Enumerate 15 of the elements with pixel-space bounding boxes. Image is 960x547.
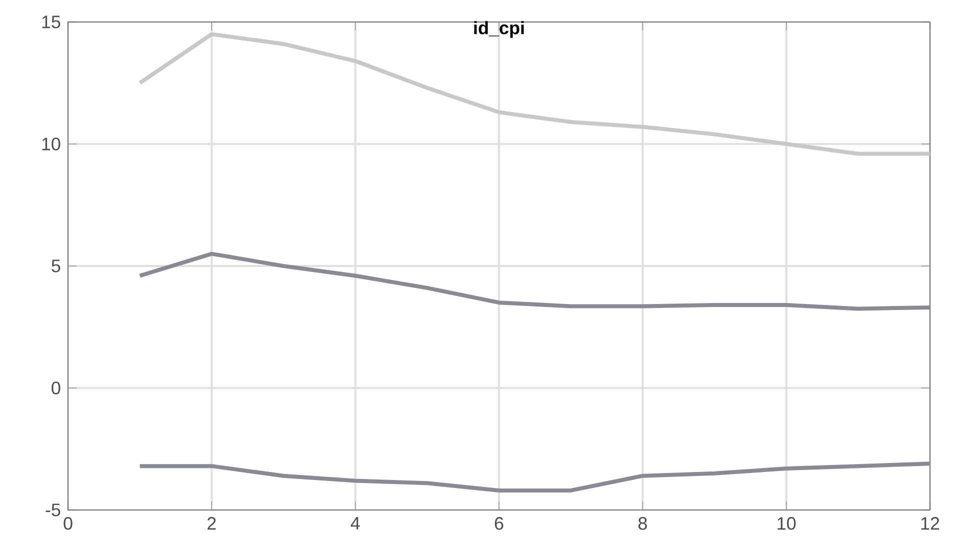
line-series: [138, 462, 930, 492]
y-tick-label: 5: [52, 260, 60, 272]
chart-title: id_cpi: [474, 21, 524, 38]
y-tick-label: 0: [52, 382, 60, 394]
x-tick-label: 6: [494, 517, 504, 530]
x-tick-label: 10: [778, 517, 796, 530]
line-series: [138, 252, 930, 311]
x-tick-label: 8: [638, 517, 647, 530]
x-tick-label: 2: [208, 517, 216, 530]
y-tick-label: 10: [42, 138, 60, 150]
x-tick-label: 4: [350, 517, 360, 530]
x-tick-label: 12: [921, 517, 940, 530]
x-tick-label: 0: [64, 517, 72, 530]
y-tick-label: 15: [42, 16, 60, 28]
y-tick-label: -5: [46, 504, 60, 516]
